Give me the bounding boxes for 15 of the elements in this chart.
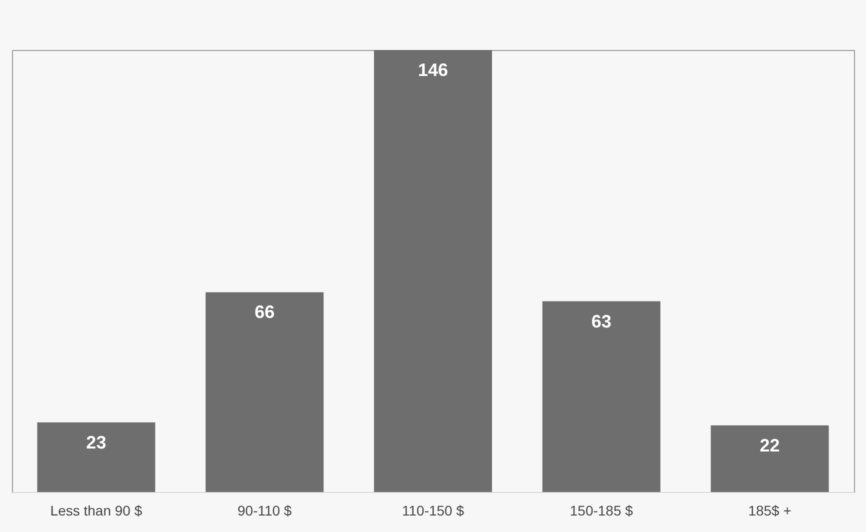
- bar: [37, 422, 156, 492]
- bar: [374, 50, 492, 492]
- x-tick-label: 110-150 $: [402, 502, 464, 518]
- data-label: 146: [418, 60, 448, 80]
- bar: [206, 292, 324, 492]
- bar: [542, 301, 660, 492]
- data-label: 22: [760, 435, 780, 456]
- x-tick-label: 150-185 $: [570, 502, 634, 518]
- bar: [710, 425, 829, 492]
- x-tick-label: 90-110 $: [237, 502, 292, 518]
- data-label: 66: [254, 302, 275, 322]
- x-tick-label: Less than 90 $: [50, 502, 142, 518]
- x-tick-label: 185$ +: [748, 502, 792, 518]
- data-label: 23: [86, 432, 106, 452]
- data-label: 63: [591, 311, 612, 332]
